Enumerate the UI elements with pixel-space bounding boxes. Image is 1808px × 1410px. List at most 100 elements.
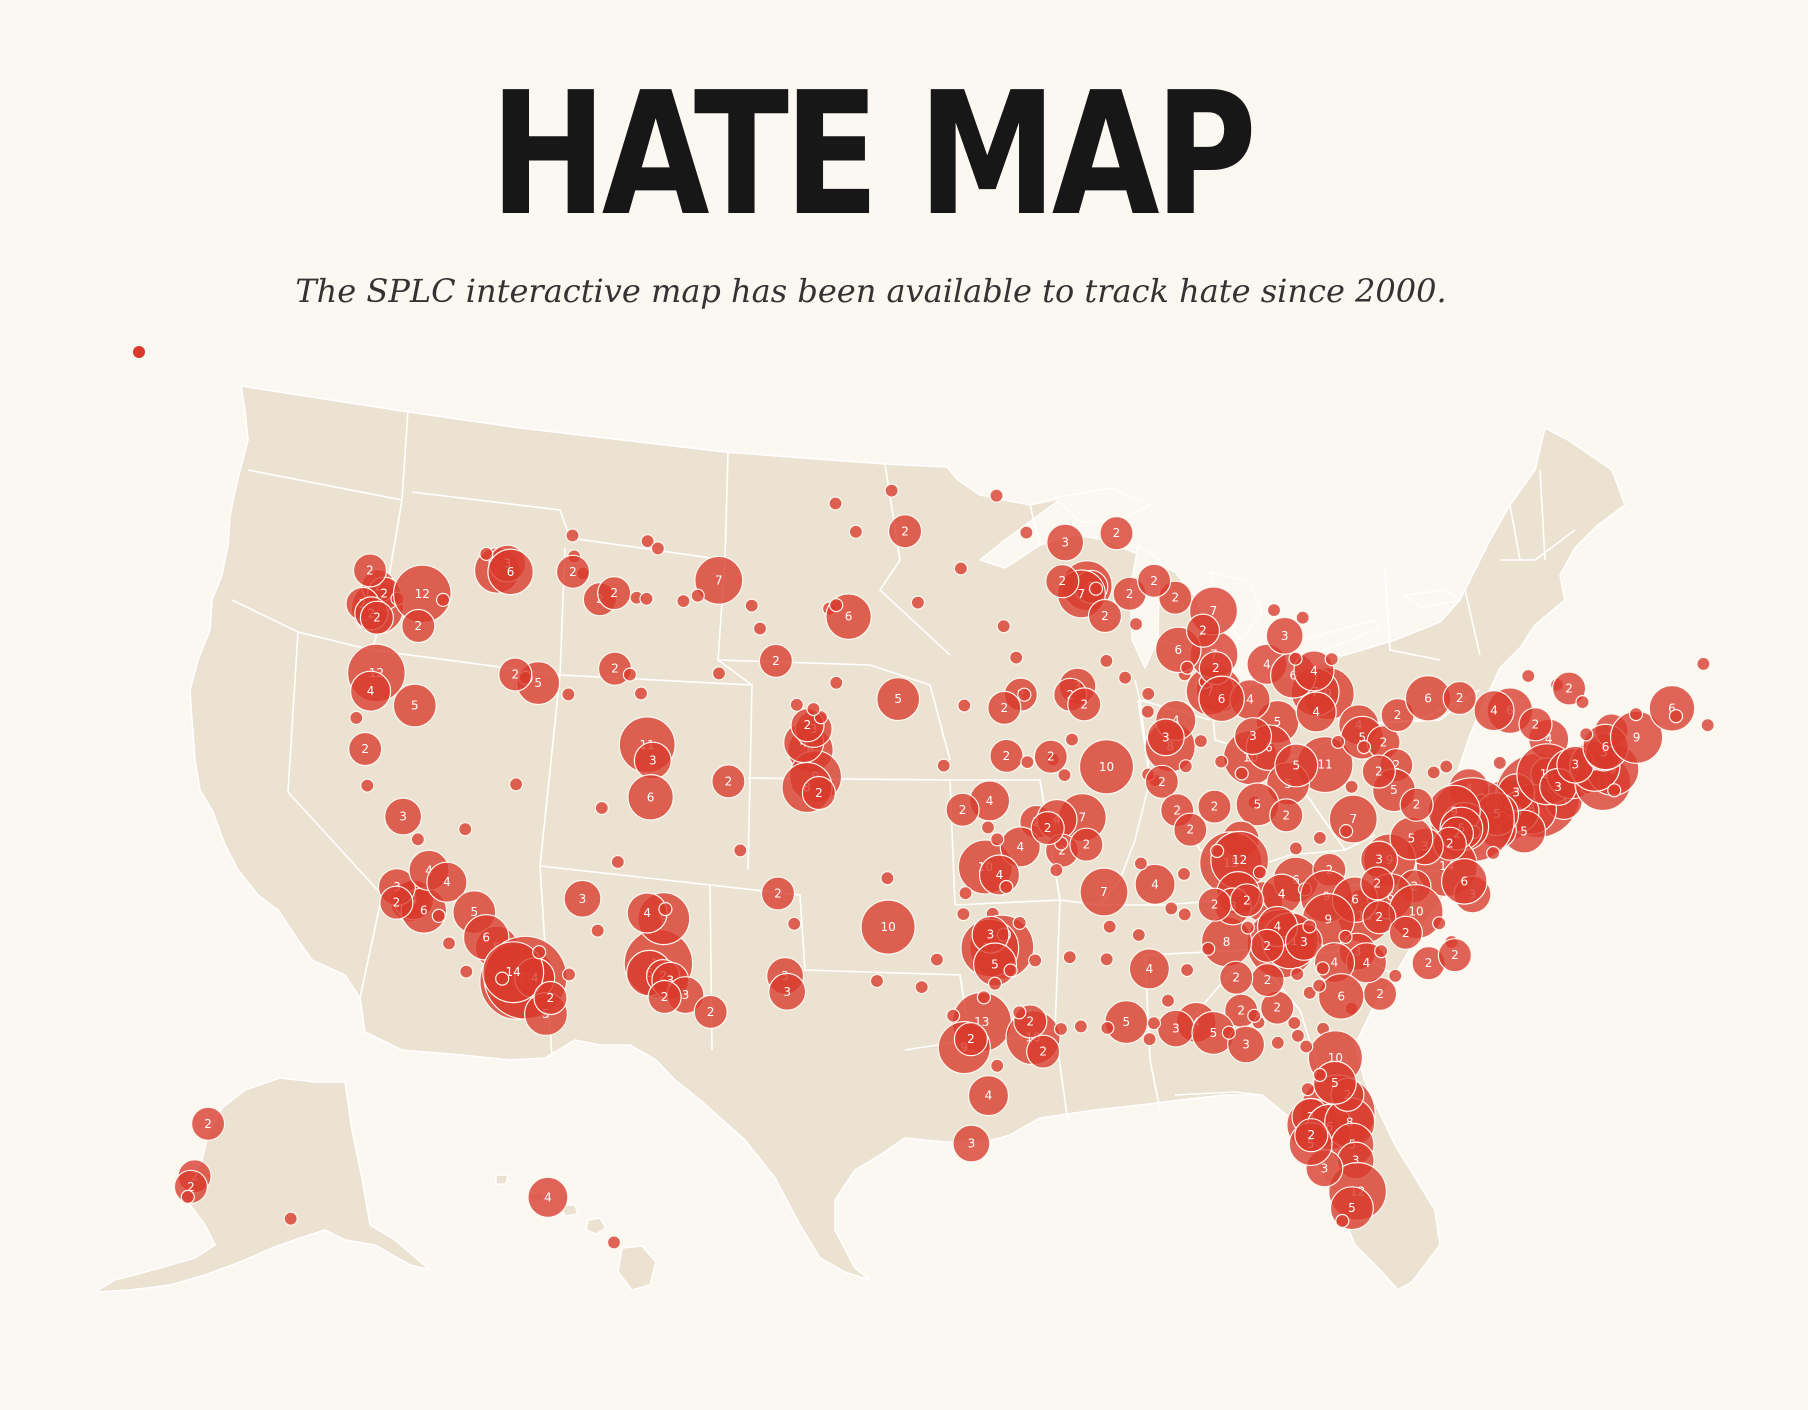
map-marker[interactable] <box>1312 1067 1328 1083</box>
map-marker[interactable] <box>1209 843 1225 859</box>
map-marker[interactable] <box>880 871 895 886</box>
map-marker[interactable] <box>565 528 580 543</box>
map-marker[interactable] <box>360 778 375 793</box>
map-marker[interactable] <box>647 979 682 1015</box>
map-marker[interactable] <box>1287 1015 1302 1031</box>
map-marker[interactable] <box>976 990 992 1005</box>
map-marker[interactable] <box>1300 1081 1315 1097</box>
map-marker[interactable] <box>690 588 705 603</box>
map-marker[interactable] <box>384 797 423 836</box>
map-marker[interactable] <box>1102 919 1117 934</box>
map-marker[interactable] <box>1009 650 1024 665</box>
map-marker[interactable] <box>1017 687 1032 702</box>
map-marker[interactable] <box>956 906 971 922</box>
map-marker[interactable] <box>594 800 609 816</box>
map-marker[interactable] <box>1437 938 1473 973</box>
map-marker[interactable] <box>828 496 843 511</box>
map-marker[interactable] <box>410 832 425 847</box>
map-marker[interactable] <box>1518 707 1553 742</box>
map-marker[interactable] <box>787 916 802 931</box>
map-marker[interactable] <box>1266 602 1282 618</box>
map-marker[interactable] <box>1338 823 1354 839</box>
map-marker[interactable] <box>1229 883 1265 918</box>
map-marker[interactable] <box>1064 732 1080 747</box>
map-marker[interactable] <box>487 548 534 596</box>
map-marker[interactable] <box>1338 929 1353 944</box>
map-marker[interactable] <box>1234 766 1249 781</box>
map-marker[interactable] <box>640 534 655 549</box>
map-marker[interactable] <box>1240 920 1255 935</box>
map-marker[interactable] <box>191 1106 226 1141</box>
map-marker[interactable] <box>1628 706 1644 722</box>
map-marker[interactable] <box>1344 779 1359 794</box>
map-marker[interactable] <box>1180 660 1195 675</box>
map-marker[interactable] <box>1046 523 1085 562</box>
map-marker[interactable] <box>910 595 926 610</box>
map-marker[interactable] <box>436 592 451 608</box>
map-marker[interactable] <box>1073 1019 1089 1034</box>
map-marker[interactable] <box>1099 516 1134 551</box>
map-marker[interactable] <box>1178 759 1193 774</box>
map-marker[interactable] <box>1173 812 1208 847</box>
map-marker[interactable] <box>945 1008 961 1023</box>
map-marker[interactable] <box>627 773 674 821</box>
map-marker[interactable] <box>527 1176 569 1218</box>
map-marker[interactable] <box>650 541 666 556</box>
map-marker[interactable] <box>999 879 1014 895</box>
map-marker[interactable] <box>1088 581 1104 596</box>
map-marker[interactable] <box>693 994 728 1030</box>
map-marker[interactable] <box>1227 1025 1266 1064</box>
map-marker[interactable] <box>1079 867 1129 917</box>
map-marker[interactable] <box>379 885 414 920</box>
map-marker[interactable] <box>1117 670 1133 685</box>
map-marker[interactable] <box>929 952 945 967</box>
map-marker[interactable] <box>884 483 899 498</box>
map-marker[interactable] <box>945 792 980 827</box>
map-marker[interactable] <box>936 758 951 773</box>
map-marker[interactable] <box>1356 739 1372 755</box>
map-marker[interactable] <box>1012 915 1027 931</box>
map-marker[interactable] <box>752 621 768 636</box>
map-marker[interactable] <box>1579 727 1594 742</box>
map-marker[interactable] <box>1128 948 1171 990</box>
map-marker[interactable] <box>980 820 996 835</box>
map-marker[interactable] <box>1374 943 1389 959</box>
map-marker[interactable] <box>1053 1021 1069 1037</box>
map-marker[interactable] <box>1302 919 1317 934</box>
map-marker[interactable] <box>1030 810 1065 846</box>
map-marker[interactable] <box>1247 1008 1262 1023</box>
map-marker[interactable] <box>1575 694 1590 710</box>
map-marker[interactable] <box>1269 798 1304 833</box>
map-marker[interactable] <box>1648 685 1696 732</box>
map-marker[interactable] <box>1020 754 1035 770</box>
map-marker[interactable] <box>1317 973 1365 1020</box>
map-marker[interactable] <box>1700 718 1715 733</box>
map-marker[interactable] <box>180 1189 195 1205</box>
map-marker[interactable] <box>1295 691 1337 733</box>
map-marker[interactable] <box>860 899 916 955</box>
map-marker[interactable] <box>622 667 638 682</box>
map-marker[interactable] <box>1069 827 1104 862</box>
map-marker[interactable] <box>1142 1032 1157 1047</box>
map-marker[interactable] <box>914 979 929 995</box>
map-marker[interactable] <box>1361 754 1396 789</box>
map-marker[interactable] <box>1252 865 1268 880</box>
map-marker[interactable] <box>1295 610 1310 625</box>
map-marker[interactable] <box>479 546 494 562</box>
map-marker[interactable] <box>806 701 821 717</box>
map-marker[interactable] <box>987 690 1022 726</box>
map-marker[interactable] <box>1233 717 1272 756</box>
map-marker[interactable] <box>1003 963 1018 978</box>
map-marker[interactable] <box>1141 686 1156 702</box>
map-marker[interactable] <box>1099 952 1114 967</box>
map-marker[interactable] <box>1198 675 1245 723</box>
map-marker[interactable] <box>498 657 533 692</box>
map-marker[interactable] <box>561 967 577 982</box>
map-marker[interactable] <box>1312 830 1328 846</box>
map-marker[interactable] <box>711 666 727 681</box>
map-marker[interactable] <box>1312 978 1327 993</box>
map-marker[interactable] <box>561 687 576 702</box>
map-marker[interactable] <box>768 972 807 1011</box>
map-marker[interactable] <box>848 524 864 539</box>
